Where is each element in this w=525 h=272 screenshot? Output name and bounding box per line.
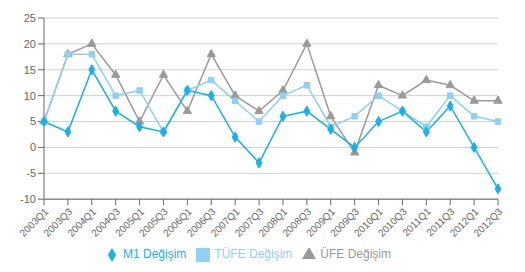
svg-text:2011Q1: 2011Q1	[400, 205, 433, 239]
svg-text:-5: -5	[26, 167, 36, 179]
svg-text:10: 10	[24, 90, 36, 102]
svg-text:2010Q3: 2010Q3	[375, 205, 409, 239]
svg-text:0: 0	[30, 141, 36, 153]
svg-text:2005Q3: 2005Q3	[137, 205, 170, 239]
svg-text:2003Q1: 2003Q1	[17, 205, 51, 239]
html-text:M1 Değişim: M1 Değişim	[123, 247, 187, 262]
svg-text:2004Q1: 2004Q1	[65, 205, 99, 239]
html-text:ÜFE Değişim: ÜFE Değişim	[320, 247, 391, 262]
svg-text:2003Q3: 2003Q3	[41, 205, 75, 239]
svg-text:2006Q3: 2006Q3	[184, 205, 218, 239]
svg-text:2004Q3: 2004Q3	[89, 205, 123, 239]
svg-text:2012Q3: 2012Q3	[471, 206, 504, 239]
svg-text:5: 5	[30, 115, 36, 127]
svg-text:2010Q1: 2010Q1	[352, 205, 385, 239]
svg-text:2008Q3: 2008Q3	[280, 205, 314, 239]
svg-text:2011Q3: 2011Q3	[424, 205, 457, 239]
svg-text:20: 20	[24, 38, 36, 50]
svg-text:2009Q3: 2009Q3	[328, 205, 362, 239]
svg-text:2007Q3: 2007Q3	[232, 205, 266, 239]
svg-text:2009Q1: 2009Q1	[304, 205, 338, 239]
svg-text:2007Q1: 2007Q1	[208, 205, 242, 239]
svg-text:2008Q1: 2008Q1	[256, 205, 290, 239]
svg-text:-10: -10	[20, 193, 36, 205]
svg-text:25: 25	[24, 12, 36, 24]
svg-text:2005Q1: 2005Q1	[113, 205, 146, 239]
svg-text:2012Q1: 2012Q1	[447, 205, 481, 239]
html-text:TÜFE Değişim: TÜFE Değişim	[214, 247, 293, 262]
svg-text:15: 15	[24, 64, 36, 76]
svg-text:2006Q1: 2006Q1	[160, 205, 194, 239]
